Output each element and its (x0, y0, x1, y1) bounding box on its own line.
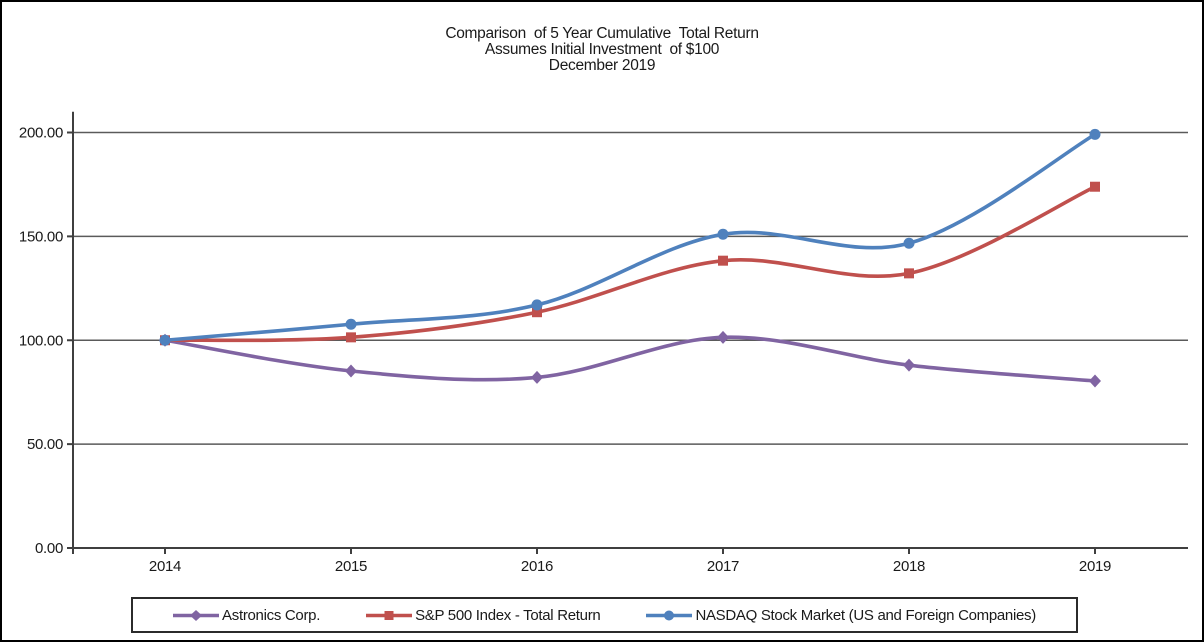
legend-label-1: S&P 500 Index - Total Return (415, 606, 601, 624)
x-tick-label: 2016 (521, 558, 553, 575)
legend-square-marker-icon (366, 610, 413, 620)
chart-legend: Astronics Corp. S&P 500 Index - Total Ret… (131, 597, 1078, 633)
x-tick-label: 2017 (707, 558, 739, 575)
legend-label-0: Astronics Corp. (222, 606, 321, 624)
x-tick-label: 2018 (893, 558, 925, 575)
series-0-marker-2019 (1089, 374, 1101, 388)
y-tick-label: 0.00 (35, 540, 63, 557)
y-tick-label: 150.00 (19, 228, 63, 245)
legend-item-2: NASDAQ Stock Market (US and Foreign Comp… (646, 607, 1036, 624)
legend-label-2: NASDAQ Stock Market (US and Foreign Comp… (695, 606, 1036, 624)
series-line-2 (163, 132, 1097, 343)
x-tick-label: 2015 (335, 558, 367, 575)
series-0-marker-2017 (717, 330, 729, 344)
series-1-marker-2017 (718, 255, 728, 266)
chart-title: Comparison of 5 Year Cumulative Total Re… (2, 26, 1202, 74)
series-0-marker-2016 (531, 370, 543, 384)
series-1-marker-2015 (346, 332, 356, 343)
series-2-marker-2014 (159, 334, 171, 346)
x-tick-label: 2014 (149, 558, 181, 575)
series-2-marker-2016 (531, 299, 543, 311)
y-tick-label: 50.00 (27, 436, 63, 453)
series-line-1 (163, 184, 1097, 343)
series-2-marker-2017 (717, 228, 729, 240)
legend-circle-marker-icon (646, 610, 693, 620)
series-1-marker-2016 (532, 307, 542, 318)
series-0-marker-2015 (345, 364, 357, 378)
series-2-marker-2015 (345, 318, 357, 330)
y-tick-label: 200.00 (19, 125, 63, 142)
chart-title-line-1: Comparison of 5 Year Cumulative Total Re… (445, 25, 759, 42)
series-line-0 (163, 335, 1097, 383)
chart-title-line-2: Assumes Initial Investment of $100 (484, 41, 720, 58)
legend-diamond-marker-icon (173, 609, 220, 621)
x-tick-label: 2019 (1079, 558, 1111, 575)
series-2-marker-2018 (903, 237, 915, 249)
chart-title-line-3: December 2019 (548, 57, 656, 74)
series-1-marker-2018 (904, 268, 914, 279)
y-tick-label: 100.00 (19, 332, 63, 349)
legend-item-0: Astronics Corp. (173, 607, 320, 624)
series-0-marker-2018 (903, 358, 915, 372)
legend-item-1: S&P 500 Index - Total Return (366, 606, 601, 624)
series-1-marker-2019 (1090, 181, 1100, 192)
series-2-marker-2019 (1089, 128, 1101, 140)
